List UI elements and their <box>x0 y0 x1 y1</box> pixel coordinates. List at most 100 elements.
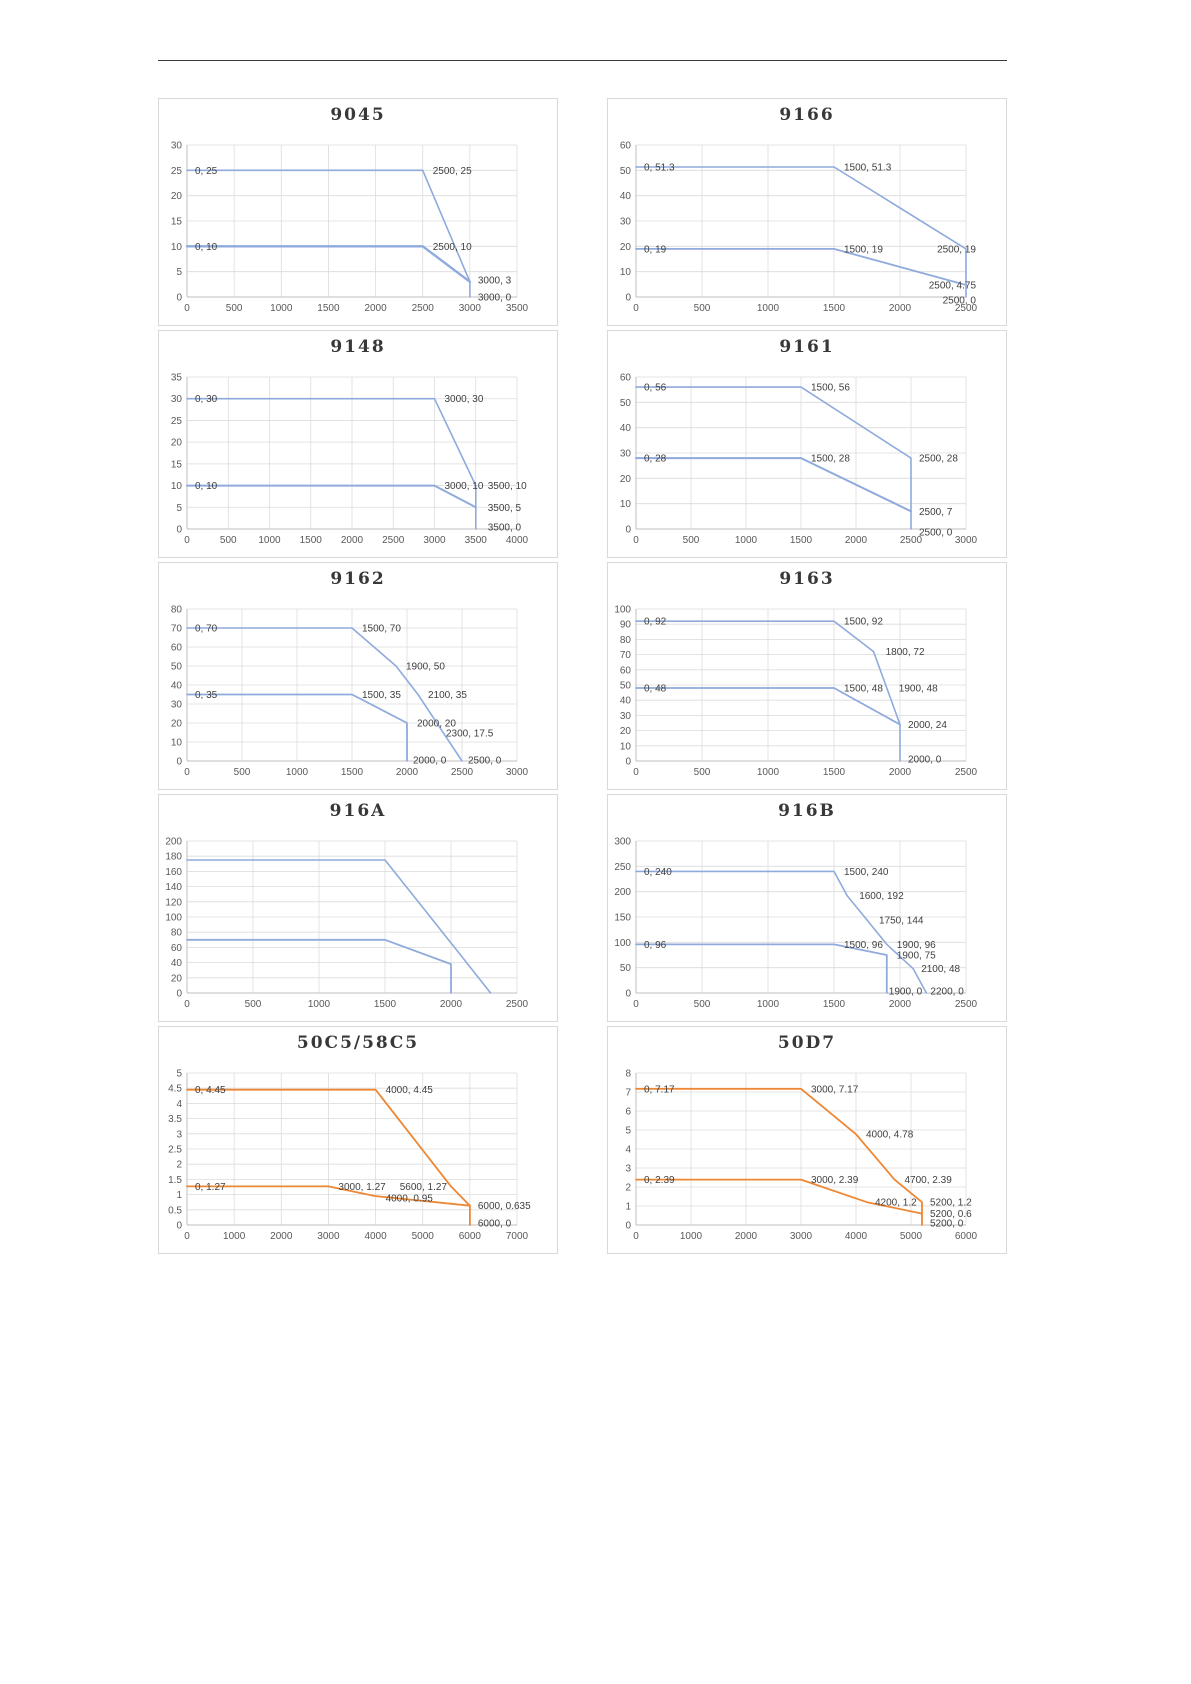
y-axis-tick-label: 4.5 <box>168 1084 182 1095</box>
y-axis-tick-label: 40 <box>620 696 632 707</box>
data-point-label: 3000, 7.17 <box>811 1084 859 1095</box>
series-peak-torque <box>186 169 471 298</box>
y-axis-tick-label: 0 <box>176 293 182 304</box>
x-axis-tick-label: 2500 <box>955 999 978 1010</box>
y-axis-tick-label: 80 <box>171 605 183 616</box>
x-axis-tick-label: 2000 <box>889 999 912 1010</box>
y-axis-tick-label: 8 <box>625 1069 631 1080</box>
x-axis-tick-label: 1000 <box>680 1231 703 1242</box>
data-point-label: 0, 10 <box>195 242 218 253</box>
series-peak-torque <box>635 870 928 994</box>
data-point-label: 3000, 1.27 <box>338 1182 386 1193</box>
data-point-label: 2500, 0 <box>943 296 977 307</box>
x-axis-tick-label: 0 <box>184 767 190 778</box>
data-point-label: 1500, 92 <box>844 617 883 628</box>
data-point-label: 1500, 56 <box>811 383 850 394</box>
y-axis-tick-label: 50 <box>620 398 632 409</box>
x-axis-tick-label: 2000 <box>341 535 364 546</box>
data-point-label: 4700, 2.39 <box>905 1175 953 1186</box>
y-axis-tick-label: 20 <box>171 719 183 730</box>
data-point-label: 4200, 1.2 <box>875 1198 917 1209</box>
chart-panel-50C5-58C5: 50C5/58C5 0 0.5 1 1.5 2 2.5 3 3.5 4 4.5 5 0 1000 2000 3… <box>158 1026 558 1254</box>
x-axis-tick-label: 1000 <box>286 767 309 778</box>
y-axis-tick-label: 50 <box>171 662 183 673</box>
data-point-label: 6000, 0 <box>478 1219 512 1230</box>
data-point-label: 6000, 0.635 <box>478 1201 531 1212</box>
data-point-label: 2100, 35 <box>428 690 467 701</box>
y-axis-tick-label: 30 <box>171 700 183 711</box>
y-axis-tick-label: 20 <box>171 191 183 202</box>
data-point-label: 0, 48 <box>644 684 667 695</box>
y-axis-tick-label: 30 <box>620 711 632 722</box>
y-axis-tick-label: 0 <box>625 1221 631 1232</box>
data-point-label: 2000, 0 <box>413 756 447 767</box>
x-axis-tick-label: 1500 <box>317 303 340 314</box>
chart-panel-916B: 916B 0 50 100 150 200 250 300 0 500 1000 1500 2000 25… <box>607 794 1007 1022</box>
data-point-label: 2500, 0 <box>919 528 953 539</box>
data-point-label: 2000, 0 <box>908 755 942 766</box>
data-point-label: 1900, 0 <box>889 987 923 998</box>
chart-plot-9148: 0 5 10 15 20 25 30 35 0 500 1000 1500 2000 2500 3000 35… <box>171 373 529 547</box>
data-point-label: 1750, 144 <box>879 916 924 927</box>
chart-panel-9163: 9163 0 10 20 30 40 50 60 70 80 90 100 0 500 1000 1500 20… <box>607 562 1007 790</box>
y-axis-tick-label: 20 <box>171 438 183 449</box>
x-axis-tick-label: 0 <box>633 999 639 1010</box>
chart-title: 50D7 <box>777 1033 837 1053</box>
data-point-label: 3000, 3 <box>478 275 512 286</box>
data-point-label: 0, 70 <box>195 624 218 635</box>
y-axis-tick-label: 1 <box>176 1190 182 1201</box>
x-axis-tick-label: 500 <box>683 535 700 546</box>
data-point-label: 0, 2.39 <box>644 1175 675 1186</box>
data-point-label: 4000, 0.95 <box>386 1194 434 1205</box>
chart-plot-50C5-58C5: 0 0.5 1 1.5 2 2.5 3 3.5 4 4.5 5 0 1000 2000 3000 4000 50… <box>168 1069 531 1243</box>
y-axis-tick-label: 30 <box>171 141 183 152</box>
y-axis-tick-label: 140 <box>165 882 182 893</box>
y-axis-tick-label: 150 <box>614 913 631 924</box>
x-axis-tick-label: 2500 <box>900 535 923 546</box>
x-axis-tick-label: 2000 <box>270 1231 293 1242</box>
y-axis-tick-label: 60 <box>620 373 632 384</box>
y-axis-tick-label: 80 <box>620 635 632 646</box>
y-axis-tick-label: 6 <box>625 1107 631 1118</box>
y-axis-tick-label: 1.5 <box>168 1175 182 1186</box>
x-axis-tick-label: 0 <box>184 1231 190 1242</box>
chart-plot-916B: 0 50 100 150 200 250 300 0 500 1000 1500 2000 2500 0,… <box>614 837 978 1011</box>
x-axis-tick-label: 1500 <box>341 767 364 778</box>
y-axis-tick-label: 5 <box>176 267 182 278</box>
y-axis-tick-label: 10 <box>171 242 183 253</box>
y-axis-tick-label: 60 <box>620 665 632 676</box>
data-point-label: 2300, 17.5 <box>446 728 494 739</box>
y-axis-tick-label: 30 <box>171 394 183 405</box>
chart-title: 9163 <box>779 569 835 589</box>
data-point-label: 3000, 2.39 <box>811 1175 859 1186</box>
x-axis-tick-label: 1000 <box>258 535 281 546</box>
series-continuous-torque <box>635 943 888 994</box>
x-axis-tick-label: 3000 <box>423 535 446 546</box>
series-continuous-torque <box>185 245 472 284</box>
series-peak-torque <box>186 1088 471 1226</box>
data-point-label: 2100, 48 <box>921 964 960 975</box>
data-point-label: 1500, 240 <box>844 867 889 878</box>
data-point-label: 2500, 19 <box>937 244 976 255</box>
x-axis-tick-label: 500 <box>226 303 243 314</box>
y-axis-tick-label: 40 <box>171 681 183 692</box>
x-axis-tick-label: 2500 <box>955 767 978 778</box>
y-axis-tick-label: 10 <box>171 738 183 749</box>
data-point-label: 1500, 28 <box>811 454 850 465</box>
y-axis-tick-label: 5 <box>176 503 182 514</box>
y-axis-tick-label: 30 <box>620 217 632 228</box>
data-point-label: 0, 1.27 <box>195 1182 226 1193</box>
y-axis-tick-label: 120 <box>165 897 182 908</box>
data-point-label: 0, 51.3 <box>644 163 675 174</box>
chart-plot-9166: 0 10 20 30 40 50 60 0 500 1000 1500 2000 2500 0, 51.3… <box>620 141 978 315</box>
y-axis-tick-label: 160 <box>165 867 182 878</box>
data-point-label: 1900, 96 <box>897 940 936 951</box>
data-point-label: 2200, 0 <box>930 987 964 998</box>
data-point-label: 1500, 70 <box>362 624 401 635</box>
data-point-label: 0, 25 <box>195 166 218 177</box>
data-point-label: 1500, 19 <box>844 244 883 255</box>
x-axis-tick-label: 500 <box>220 535 237 546</box>
y-axis-tick-label: 5 <box>625 1126 631 1137</box>
y-axis-tick-label: 50 <box>620 963 632 974</box>
